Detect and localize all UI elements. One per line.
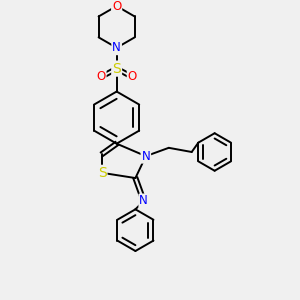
Text: N: N: [142, 150, 150, 163]
Text: O: O: [128, 70, 137, 83]
Text: O: O: [112, 0, 121, 13]
Text: N: N: [112, 41, 121, 54]
Text: N: N: [140, 194, 148, 208]
Text: O: O: [96, 70, 106, 83]
Text: S: S: [112, 61, 121, 76]
Text: S: S: [98, 166, 106, 180]
